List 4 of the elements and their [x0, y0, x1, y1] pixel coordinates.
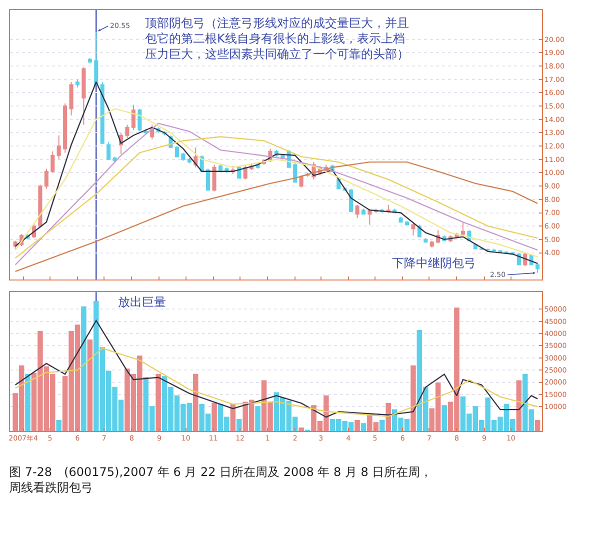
caption: 图 7-28 (600175),2007 年 6 月 22 日所在周及 2008 年 8 月 8 日所在周，周线看跌阴包弓 — [9, 465, 432, 495]
annotation: 放出巨量 — [118, 295, 166, 309]
annotation: 顶部阴包弓（注意弓形线对应的成交量巨大，并且包它的第二根K线自身有很长的上影线，表示上档压力巨大，这些因素共同确立了一个可靠的头部） — [145, 16, 409, 62]
annotation: 下降中继阴包弓 — [392, 256, 476, 270]
